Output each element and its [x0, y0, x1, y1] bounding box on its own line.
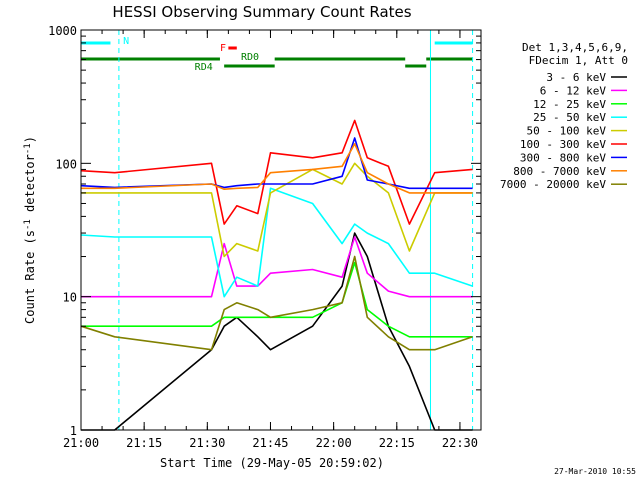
y-axis-label-exponent: -1	[23, 143, 33, 154]
y-axis-label-part: )	[23, 136, 37, 143]
y-tick-label: 100	[55, 157, 77, 171]
status-bar-label: RD4	[195, 62, 213, 73]
series-line-6-12-kev	[81, 236, 473, 298]
legend-label: 25 - 50 keV	[533, 111, 606, 124]
legend-label: 100 - 300 keV	[520, 138, 606, 151]
series-line-7000-20000-kev	[80, 255, 473, 351]
x-tick-label: 22:00	[316, 436, 352, 450]
x-axis-label: Start Time (29-May-05 20:59:02)	[160, 456, 384, 470]
x-tick-label: 22:15	[379, 436, 415, 450]
legend-label: 800 - 7000 keV	[513, 165, 606, 178]
legend-label: 6 - 12 keV	[540, 84, 607, 97]
x-axis-ticks: 21:00 21:15 21:30 21:45 22:00 22:15 22:30	[63, 30, 482, 450]
legend-label: 50 - 100 keV	[527, 125, 607, 138]
series-line-25-50-kev	[80, 187, 473, 298]
y-axis-label: Count Rate (s-1 detector-1)	[23, 136, 37, 324]
series-line-100-300-kev	[80, 119, 473, 225]
y-axis-label-exponent: -1	[23, 219, 33, 230]
legend-label: 7000 - 20000 keV	[500, 178, 606, 191]
chart-title: HESSI Observing Summary Count Rates	[112, 3, 411, 21]
x-tick-label: 21:15	[126, 436, 162, 450]
legend-label: 300 - 800 keV	[520, 151, 606, 164]
footer-timestamp: 27-Mar-2010 10:55	[554, 467, 636, 476]
x-tick-label: 22:30	[442, 436, 478, 450]
x-tick-label: 21:45	[252, 436, 288, 450]
x-tick-label: 21:00	[63, 436, 99, 450]
legend: Det 1,3,4,5,6,9,FDecim 1, Att 0 3 - 6 keV…	[500, 41, 628, 191]
status-bar-label: F	[220, 43, 226, 54]
series-line-800-7000-kev	[81, 143, 473, 194]
y-tick-label: 1	[70, 424, 77, 438]
y-axis-label-part: Count Rate (s	[23, 230, 37, 324]
plot-frame	[80, 29, 482, 431]
data-series	[80, 119, 473, 431]
status-bars: N F RD0 RD4	[81, 36, 473, 73]
legend-label: 12 - 25 keV	[533, 98, 606, 111]
status-bar-label: N	[123, 36, 129, 47]
series-line-12-25-kev	[81, 261, 473, 338]
series-line-3-6-kev	[81, 232, 473, 431]
legend-label: 3 - 6 keV	[546, 71, 606, 84]
status-bar-label: RD0	[241, 52, 259, 63]
legend-header: FDecim 1, Att 0	[529, 54, 628, 67]
legend-header: Det 1,3,4,5,6,9,	[522, 41, 628, 54]
y-tick-label: 10	[63, 291, 77, 305]
y-axis-ticks: 1 10 100 1000	[48, 24, 481, 438]
x-tick-label: 21:30	[189, 436, 225, 450]
y-axis-label-part: detector	[23, 154, 37, 219]
y-tick-label: 1000	[48, 24, 77, 38]
